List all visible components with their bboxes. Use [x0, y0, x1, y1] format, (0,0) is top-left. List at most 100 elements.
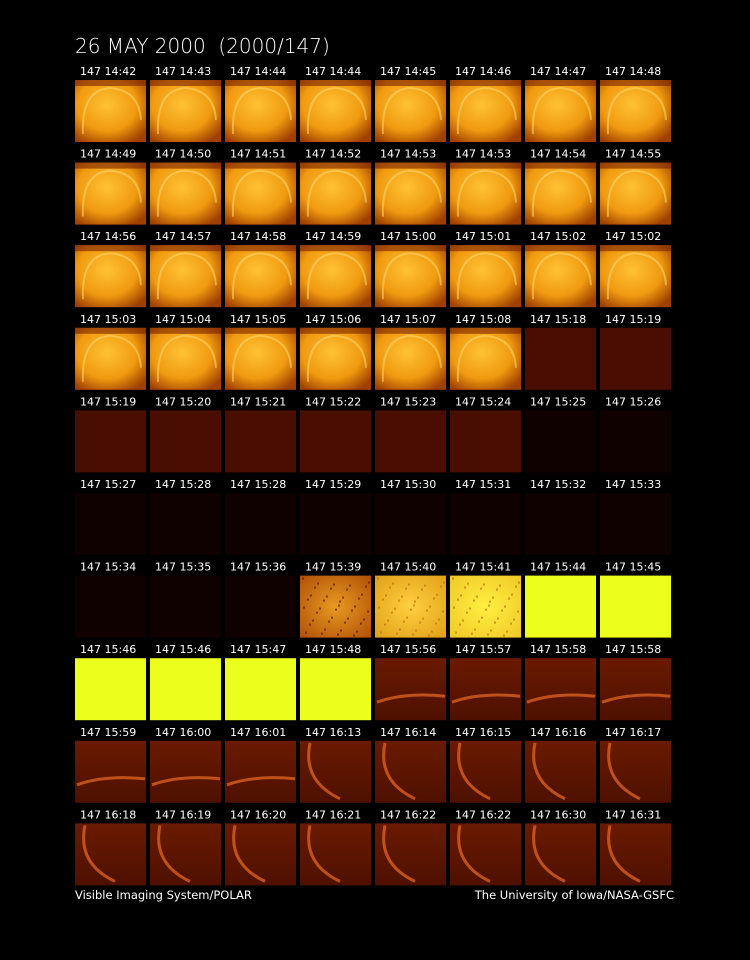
frame: 147 14:49: [75, 148, 146, 225]
aurora-oval: [456, 169, 517, 217]
frame-edge: [525, 245, 596, 252]
speckle: [344, 621, 346, 624]
speckle: [392, 582, 394, 585]
speckle: [349, 584, 351, 587]
frame-image: [600, 410, 671, 473]
frame-image: [375, 575, 446, 638]
aurora-arc: [382, 742, 416, 801]
speckle: [485, 608, 487, 611]
frame: 147 15:47: [225, 643, 296, 721]
frame-image: [75, 410, 146, 473]
speckle: [356, 630, 358, 633]
speckle: [496, 588, 498, 591]
speckle: [363, 618, 365, 621]
aurora-oval: [231, 334, 292, 382]
speckle: [354, 605, 356, 608]
speckle: [453, 606, 455, 609]
frame-edge: [225, 327, 296, 334]
frame-image: [450, 80, 521, 142]
speckle: [346, 588, 348, 591]
frame-edge: [75, 162, 146, 169]
frame: 147 15:24: [450, 395, 521, 473]
frame-edge: [150, 245, 221, 252]
speckle: [494, 621, 496, 624]
frame-label: 147 15:05: [230, 313, 286, 326]
frame-image: [225, 493, 296, 555]
frame-label: 147 15:46: [80, 643, 136, 656]
frame-label: 147 14:57: [155, 230, 211, 243]
frame: 147 15:41: [450, 561, 521, 638]
speckle: [382, 598, 384, 601]
speckle: [335, 608, 337, 611]
speckle: [365, 585, 367, 588]
speckle: [467, 582, 469, 585]
frame-edge: [225, 80, 296, 86]
frame-label: 147 15:45: [605, 561, 661, 574]
frame: 147 15:26: [600, 395, 671, 473]
frame: 147 14:59: [300, 230, 371, 308]
speckle: [473, 599, 475, 602]
speckle: [421, 588, 423, 591]
frame: 147 15:44: [525, 561, 596, 638]
aurora-arc: [151, 776, 221, 787]
frame: 147 15:06: [300, 313, 371, 390]
speckle: [492, 596, 494, 599]
aurora-oval: [231, 86, 292, 135]
aurora-oval: [381, 169, 442, 217]
frame-image: [525, 327, 596, 390]
speckle: [481, 616, 483, 619]
speckle: [309, 623, 311, 626]
aurora-arc: [532, 742, 566, 801]
frame: 147 15:28: [225, 478, 296, 555]
aurora-arc: [457, 825, 491, 883]
frame-edge: [600, 162, 671, 169]
frame-label: 147 15:02: [530, 230, 586, 243]
speckle: [414, 600, 416, 603]
speckle: [471, 632, 473, 635]
frame: 147 16:19: [150, 808, 221, 886]
frame-edge: [150, 80, 221, 86]
aurora-arc: [157, 825, 191, 883]
speckle: [497, 617, 499, 620]
speckle: [459, 623, 461, 626]
frame-label: 147 15:32: [530, 478, 586, 491]
frame-image: [300, 658, 371, 721]
aurora-oval: [81, 86, 142, 135]
frame: 147 15:31: [450, 478, 521, 555]
frame-image: [450, 575, 521, 638]
frame: 147 16:14: [375, 726, 446, 803]
speckle: [368, 581, 370, 584]
frame: 147 15:40: [375, 561, 446, 638]
frame-image: [75, 493, 146, 555]
frame-label: 147 15:58: [605, 643, 661, 656]
aurora-oval: [531, 86, 592, 135]
speckle: [503, 634, 505, 637]
frame-label: 147 14:44: [230, 65, 286, 78]
speckle: [490, 629, 492, 632]
speckle: [403, 620, 405, 623]
frame-label: 147 14:48: [605, 65, 661, 78]
frame-image: [150, 245, 221, 308]
frame-image: [150, 80, 221, 142]
frame: 147 14:54: [525, 148, 596, 225]
frame-label: 147 16:18: [80, 808, 136, 821]
frame-image: [450, 493, 521, 555]
frame: 147 14:45: [375, 65, 446, 142]
frame: 147 15:05: [225, 313, 296, 390]
speckle: [337, 633, 339, 636]
speckle: [428, 634, 430, 637]
frame: 147 14:46: [450, 65, 521, 142]
frame-label: 147 15:24: [455, 395, 511, 408]
speckle: [476, 595, 478, 598]
frame: 147 14:55: [600, 148, 671, 225]
frame-edge: [375, 245, 446, 252]
speckle: [483, 583, 485, 586]
aurora-oval: [156, 169, 217, 217]
frame: 147 15:48: [300, 643, 371, 721]
frame: 147 14:47: [525, 65, 596, 142]
frame-label: 147 15:27: [80, 478, 136, 491]
frame-edge: [600, 245, 671, 252]
aurora-arc: [76, 776, 146, 787]
frame-label: 147 16:20: [230, 808, 286, 821]
frame: 147 14:53: [450, 148, 521, 225]
